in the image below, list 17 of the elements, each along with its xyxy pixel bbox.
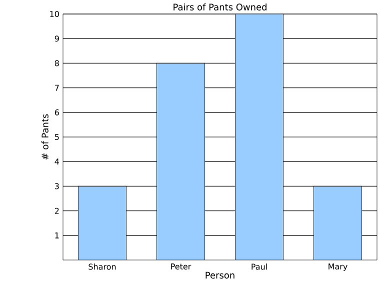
y-tick-label: 7 xyxy=(55,84,59,91)
y-tick-label: 1 xyxy=(55,232,59,238)
y-tick-label: 8 xyxy=(54,60,59,66)
x-tick-label: Paul xyxy=(252,264,267,270)
y-tick-label: 5 xyxy=(54,134,59,140)
y-tick-label: 2 xyxy=(54,208,59,214)
x-tick-label: Mary xyxy=(328,264,348,272)
y-tick-label: 9 xyxy=(54,36,59,42)
y-tick-label: 3 xyxy=(54,183,59,190)
y-axis-title: # of Pants xyxy=(41,114,48,160)
y-tick-label: 6 xyxy=(54,109,59,116)
x-tick-label: Peter xyxy=(171,264,192,270)
x-tick-label: Sharon xyxy=(88,264,116,270)
y-tick-label: 10 xyxy=(50,10,59,18)
x-axis-title: Person xyxy=(206,272,234,279)
chart-title: Pairs of Pants Owned xyxy=(174,4,266,10)
y-tick-label: 4 xyxy=(54,158,60,165)
